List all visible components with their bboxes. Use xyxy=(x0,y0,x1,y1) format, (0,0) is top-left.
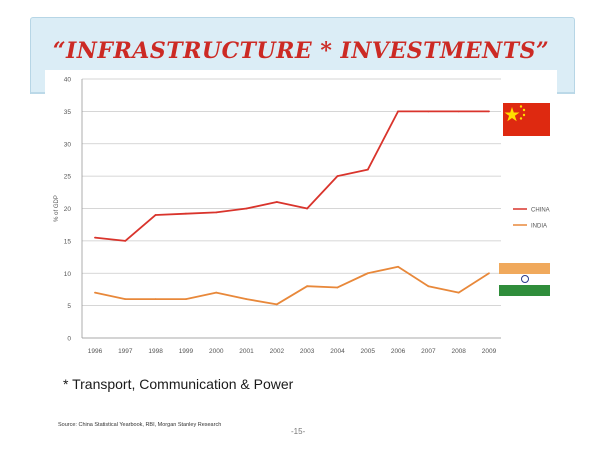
data-point-china xyxy=(124,239,127,242)
data-point-china xyxy=(275,201,278,203)
data-point-china xyxy=(366,168,369,171)
y-tick-label: 30 xyxy=(64,141,72,148)
data-point-india xyxy=(366,272,369,275)
data-point-india xyxy=(94,291,96,294)
x-tick-label: 2001 xyxy=(239,348,254,355)
india-flag-icon xyxy=(499,263,550,296)
data-point-india xyxy=(275,303,278,306)
data-point-india xyxy=(306,285,309,288)
data-point-india xyxy=(488,272,490,275)
y-tick-label: 10 xyxy=(64,271,72,278)
data-point-china xyxy=(306,207,309,210)
india-flag-white xyxy=(499,274,550,285)
data-point-china xyxy=(427,110,430,113)
india-flag-saffron xyxy=(499,263,550,274)
x-tick-label: 1999 xyxy=(179,348,194,355)
ashoka-chakra-icon xyxy=(521,275,529,283)
data-point-china xyxy=(397,110,399,113)
y-tick-label: 5 xyxy=(67,303,71,310)
x-tick-label: 2000 xyxy=(209,348,224,355)
data-point-china xyxy=(215,211,218,214)
data-point-china xyxy=(94,236,96,239)
data-point-india xyxy=(336,286,339,289)
data-point-china xyxy=(245,207,248,210)
x-tick-label: 2002 xyxy=(270,348,285,355)
x-tick-label: 2008 xyxy=(451,348,466,355)
slide-title: “INFRASTRUCTURE * INVESTMENTS” xyxy=(52,38,550,64)
china-flag-icon xyxy=(503,103,550,136)
y-axis-label: % of GDP xyxy=(54,195,60,222)
legend-label-india: INDIA xyxy=(531,223,547,229)
line-chart: 0 5 10 15 20 25 30 35 40 1996 1997 1998 1999 2000 2001… xyxy=(54,77,550,356)
legend-label-china: CHINA xyxy=(531,207,550,213)
y-tick-label: 15 xyxy=(64,238,72,245)
data-point-china xyxy=(185,212,187,215)
x-tick-label: 1998 xyxy=(148,348,163,355)
x-tick-label: 2007 xyxy=(421,348,436,355)
y-tick-label: 40 xyxy=(64,77,72,84)
data-point-india xyxy=(397,265,399,268)
series-line-china xyxy=(94,110,489,242)
page-number: -15- xyxy=(291,427,306,436)
data-point-india xyxy=(457,291,460,294)
data-point-china xyxy=(336,175,339,178)
x-tick-label: 1997 xyxy=(118,348,133,355)
india-flag-green xyxy=(499,285,550,296)
y-tick-label: 20 xyxy=(64,206,72,213)
data-point-india xyxy=(124,298,127,301)
data-point-china xyxy=(457,110,460,113)
x-tick-label: 2005 xyxy=(361,348,376,355)
data-point-india xyxy=(185,298,187,301)
data-point-india xyxy=(427,285,430,288)
x-tick-label: 2006 xyxy=(391,348,406,355)
chart-frame: 0 5 10 15 20 25 30 35 40 1996 1997 1998 1999 2000 2001… xyxy=(45,70,557,368)
x-tick-label: 1996 xyxy=(88,348,103,355)
y-tick-label: 0 xyxy=(67,336,71,343)
y-tick-label: 35 xyxy=(64,109,72,116)
data-point-india xyxy=(215,291,218,294)
x-tick-label: 2003 xyxy=(300,348,315,355)
footnote: * Transport, Communication & Power xyxy=(63,376,294,392)
data-point-india xyxy=(154,298,157,301)
source-note: Source: China Statistical Yearbook, RBI,… xyxy=(58,422,222,428)
x-tick-label: 2009 xyxy=(482,348,497,355)
x-tick-label: 2004 xyxy=(330,348,345,355)
y-tick-label: 25 xyxy=(64,174,72,181)
data-point-india xyxy=(245,298,248,301)
series-line-india xyxy=(94,265,490,306)
data-point-china xyxy=(154,214,157,216)
data-point-china xyxy=(488,110,490,113)
